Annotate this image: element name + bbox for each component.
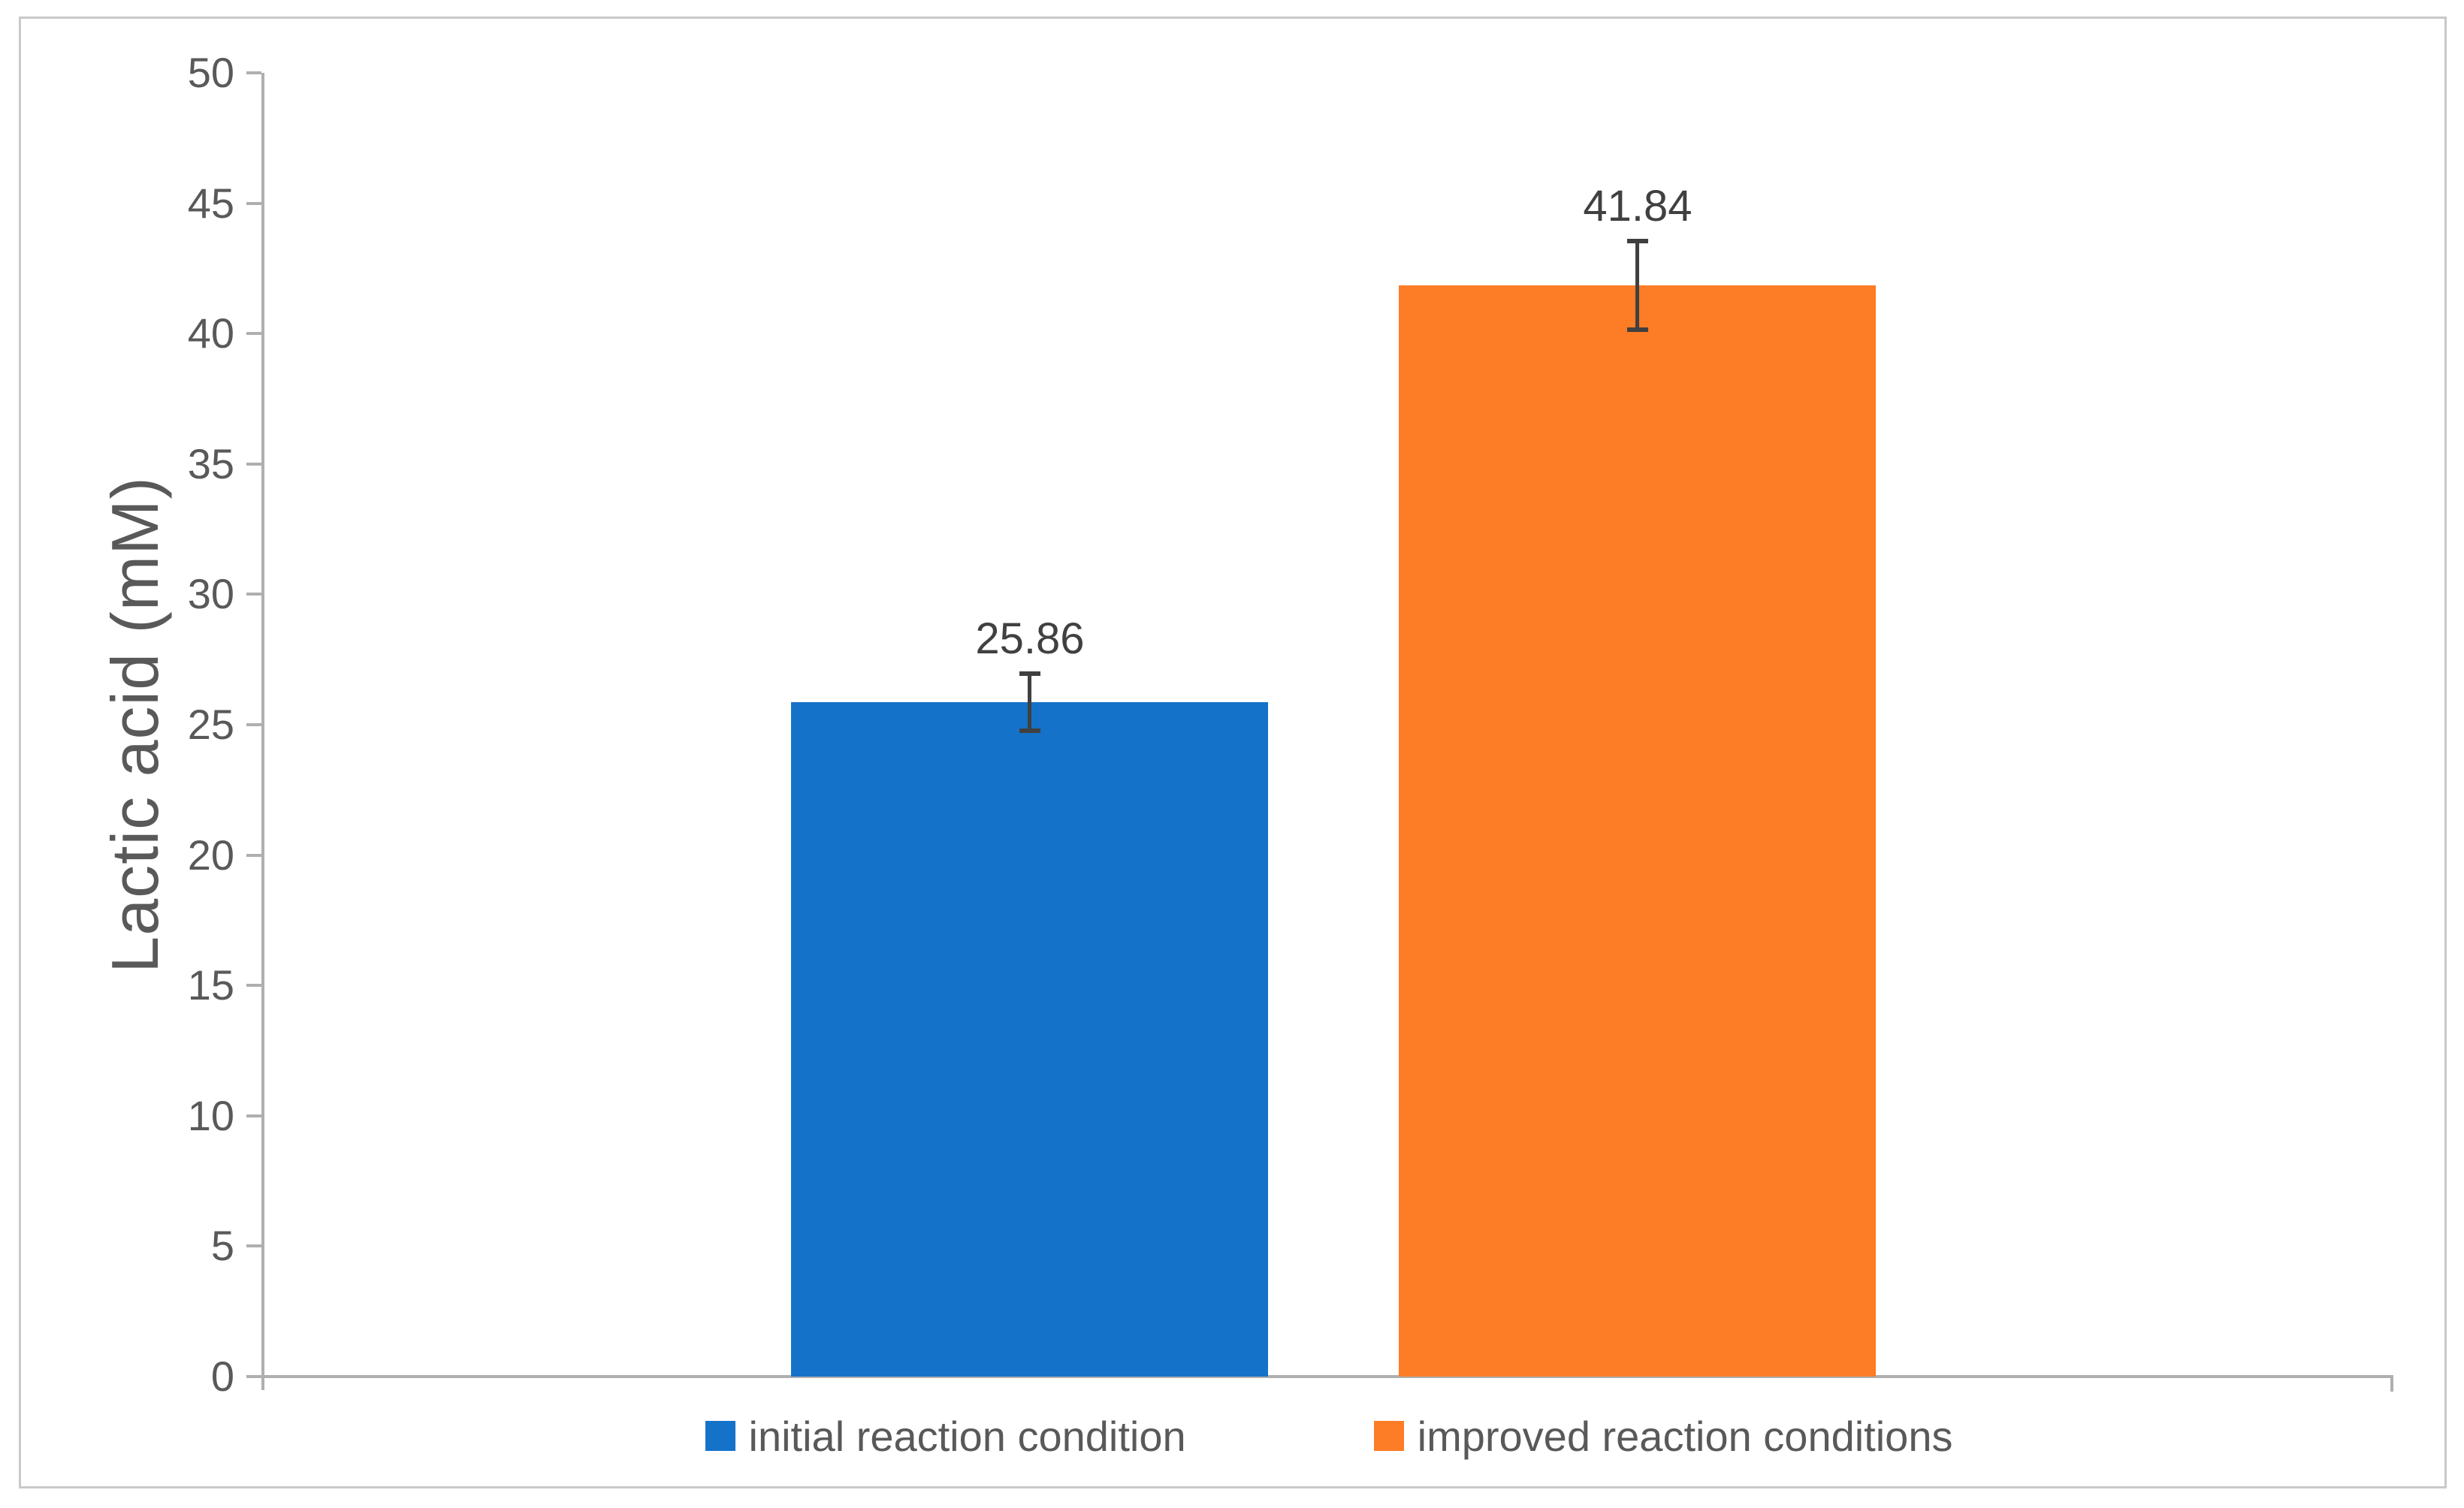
y-tick-mark — [246, 332, 261, 335]
legend-label-improved-reaction-conditions: improved reaction conditions — [1417, 1412, 1953, 1460]
y-tick-label: 0 — [210, 1353, 234, 1400]
y-tick-label: 30 — [187, 570, 234, 617]
y-tick-mark — [246, 1114, 261, 1117]
bar-initial-reaction-condition — [791, 702, 1268, 1377]
y-tick-mark — [246, 723, 261, 726]
y-tick-label: 10 — [187, 1092, 234, 1139]
y-tick-label: 35 — [187, 440, 234, 487]
legend-item-improved-reaction-conditions: improved reaction conditions — [1373, 1412, 1953, 1461]
legend-label-initial-reaction-condition: initial reaction condition — [748, 1412, 1186, 1460]
error-bar-cap-bottom-initial-reaction-condition — [1019, 728, 1040, 733]
y-tick-label: 5 — [210, 1222, 234, 1269]
data-label-improved-reaction-conditions: 41.84 — [1583, 182, 1692, 231]
y-tick-mark — [246, 984, 261, 987]
error-bar-cap-top-initial-reaction-condition — [1019, 671, 1040, 676]
y-tick-mark — [246, 854, 261, 857]
y-tick-label: 15 — [187, 961, 234, 1009]
y-tick-label: 25 — [187, 701, 234, 748]
y-tick-label: 45 — [187, 179, 234, 227]
error-bar-cap-top-improved-reaction-conditions — [1627, 239, 1648, 243]
legend-swatch-orange-icon — [1373, 1421, 1404, 1451]
y-tick-mark — [246, 1375, 261, 1378]
y-tick-mark — [246, 71, 261, 74]
bar-improved-reaction-conditions — [1399, 285, 1876, 1377]
y-tick-mark — [246, 593, 261, 596]
y-tick-label: 20 — [187, 831, 234, 879]
y-tick-label: 40 — [187, 309, 234, 357]
legend-swatch-blue-icon — [705, 1421, 735, 1451]
y-axis-line — [261, 73, 264, 1390]
legend-item-initial-reaction-condition: initial reaction condition — [705, 1412, 1186, 1461]
x-axis-end-tick — [2390, 1377, 2393, 1392]
y-tick-mark — [246, 202, 261, 205]
data-label-initial-reaction-condition: 25.86 — [975, 614, 1085, 663]
y-tick-mark — [246, 1244, 261, 1247]
error-bar-line-improved-reaction-conditions — [1635, 241, 1639, 330]
error-bar-cap-bottom-improved-reaction-conditions — [1627, 327, 1648, 332]
y-tick-mark — [246, 463, 261, 466]
legend: initial reaction condition improved reac… — [264, 1406, 2393, 1466]
y-tick-label: 50 — [187, 49, 234, 96]
error-bar-line-initial-reaction-condition — [1028, 674, 1031, 731]
x-axis-line — [261, 1375, 2393, 1378]
